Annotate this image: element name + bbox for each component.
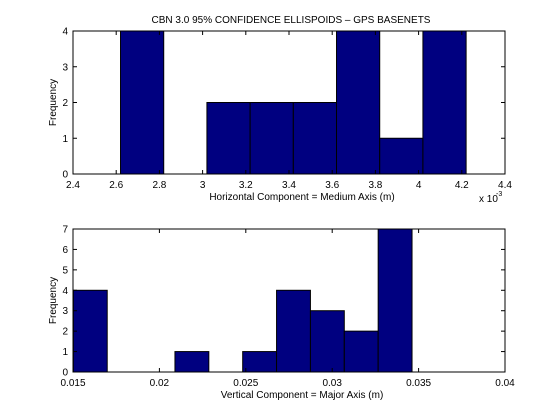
- y-tick-label: 5: [62, 265, 68, 276]
- x-tick-label: 2.8: [152, 180, 166, 191]
- x-tick-label: 0.015: [60, 378, 85, 389]
- x-tick-label: 0.035: [406, 378, 431, 389]
- figure-title: CBN 3.0 95% CONFIDENCE ELLISPOIDS – GPS …: [152, 15, 431, 26]
- bars-group: [73, 229, 413, 372]
- x-tick-label: 2.4: [66, 180, 80, 191]
- y-tick-label: 1: [62, 347, 68, 358]
- y-tick-label: 1: [62, 134, 68, 145]
- histogram-bar: [379, 137, 424, 174]
- y-tick-label: 2: [62, 98, 68, 109]
- histogram-bar: [242, 351, 278, 372]
- x-tick-label: 3: [200, 180, 206, 191]
- y-tick-label: 7: [62, 225, 68, 236]
- y-tick-label: 4: [62, 286, 68, 297]
- y-tick-label: 4: [62, 27, 68, 38]
- x-tick-label: 0.03: [322, 378, 342, 389]
- x-tick-label: 4: [416, 180, 422, 191]
- histogram-bar: [120, 31, 165, 174]
- axes-box: [72, 228, 506, 373]
- histogram-bar: [377, 229, 413, 372]
- histogram-bar: [73, 289, 108, 372]
- histogram-bar: [206, 102, 251, 174]
- histogram-bar: [509, 67, 552, 174]
- histogram-bar: [174, 351, 210, 372]
- histogram-bar: [249, 102, 294, 174]
- x-axis-label: Vertical Component = Major Axis (m): [221, 390, 384, 401]
- x-tick-label: 3.8: [368, 180, 382, 191]
- x-tick-label: 4.4: [498, 180, 512, 191]
- histogram-bar: [336, 31, 381, 174]
- histogram-bar: [309, 310, 345, 372]
- x-tick-label: 0.04: [495, 378, 515, 389]
- x-tick-label: 0.025: [233, 378, 258, 389]
- x-tick-label: 3.6: [325, 180, 339, 191]
- y-axis-label: Frequency: [48, 277, 59, 324]
- x-tick-label: 2.6: [109, 180, 123, 191]
- x-tick-label: 3.4: [282, 180, 296, 191]
- histogram-bar: [292, 102, 338, 174]
- y-tick-label: 6: [62, 245, 68, 256]
- histogram-bar: [422, 31, 467, 174]
- y-tick-label: 3: [62, 62, 68, 73]
- y-axis-label: Frequency: [48, 79, 59, 126]
- y-tick-label: 3: [62, 306, 68, 317]
- x-axis-exponent-power: -3: [496, 191, 502, 198]
- y-tick-label: 2: [62, 327, 68, 338]
- x-axis-label: Horizontal Component = Medium Axis (m): [209, 192, 394, 203]
- histogram-bar: [276, 289, 311, 372]
- histogram-bar: [343, 330, 379, 372]
- x-tick-label: 0.02: [150, 378, 170, 389]
- y-tick-label: 0: [62, 170, 68, 181]
- horizontal-component-histogram: 2.4 2.6 2.8 3 3.2 3.4 3.6 3.8 4 4.2 4.4 0 1 2 3 4 Horizo…: [48, 27, 552, 206]
- x-tick-label: 3.2: [239, 180, 253, 191]
- y-tick-label: 0: [62, 368, 68, 379]
- x-axis-exponent: x 10: [479, 194, 498, 205]
- bars-group: [120, 31, 552, 174]
- x-tick-label: 4.2: [455, 180, 469, 191]
- vertical-component-histogram: 0.015 0.02 0.025 0.03 0.035 0.04 0 1 2 3 4 5 6 7 Verti…: [48, 225, 515, 402]
